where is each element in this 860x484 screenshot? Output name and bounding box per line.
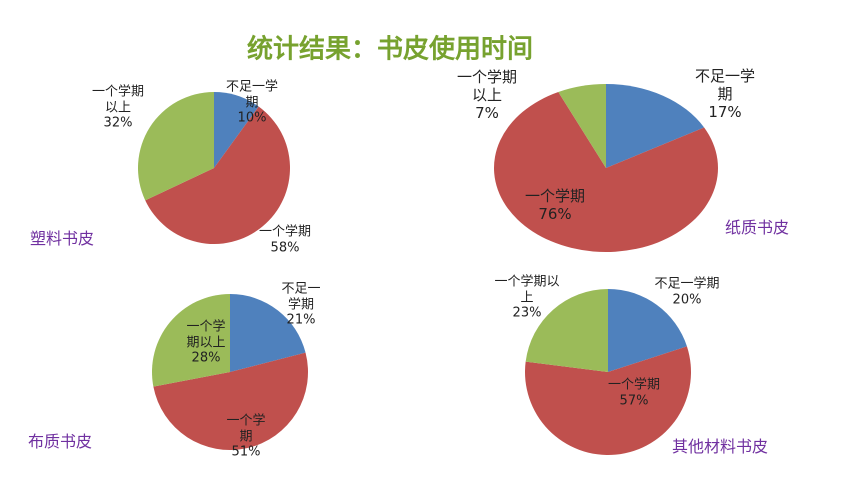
value-label: 28% [191, 350, 221, 366]
pie-slice [230, 294, 306, 372]
slice-label: 一个学期以上 23% [492, 275, 562, 322]
category-label: 一个学期以上 [186, 319, 226, 351]
chart-title: 布质书皮 [27, 432, 93, 451]
value-label: 10% [237, 110, 267, 126]
category-label: 一个学期 [258, 224, 311, 240]
pie-slice [145, 106, 290, 244]
slice-label: 不足一学期 21% [280, 282, 322, 329]
slice-label: 不足一学期 20% [637, 276, 737, 307]
value-label: 57% [619, 393, 649, 408]
pie-slice [152, 294, 230, 387]
slice-label: 一个学期以上 7% [454, 68, 520, 122]
category-label: 一个学期以上 [91, 84, 144, 116]
value-label: 32% [103, 115, 133, 131]
slice-label: 不足一学期 17% [692, 67, 758, 121]
chart-title: 塑料书皮 [29, 229, 95, 248]
pie-slice [606, 84, 705, 168]
slice-label: 不足一学期 10% [221, 80, 283, 127]
value-label: 21% [286, 312, 316, 328]
pie-slice [525, 346, 691, 455]
chart-title: 纸质书皮 [724, 218, 790, 237]
category-label: 一个学期以上 [494, 274, 560, 306]
pie-slice [608, 289, 687, 372]
pie-slice [525, 289, 608, 372]
category-label: 一个学期以上 [456, 68, 517, 104]
category-label: 不足一学期 [225, 79, 278, 111]
slice-label: 一个学期以上 28% [185, 320, 227, 367]
pie-slice [214, 92, 259, 168]
pie-slice [137, 92, 214, 201]
value-label: 58% [270, 240, 300, 255]
category-label: 不足一学期 [694, 67, 755, 103]
value-label: 23% [512, 305, 542, 321]
category-label: 一个学期 [524, 187, 585, 205]
slice-label: 一个学期以上 32% [88, 85, 148, 132]
category-label: 不足一学期 [654, 276, 720, 292]
category-label: 一个学期 [607, 377, 660, 393]
pie-slice [558, 84, 606, 168]
category-label: 一个学期 [226, 413, 266, 445]
slice-label: 一个学期 76% [505, 187, 605, 223]
value-label: 76% [538, 205, 572, 223]
slice-label: 一个学期 51% [225, 414, 267, 461]
category-label: 不足一学期 [281, 281, 321, 313]
slice-label: 一个学期 57% [599, 377, 669, 408]
pie-slice [153, 352, 308, 450]
pie-slice [494, 91, 718, 252]
value-label: 20% [672, 292, 702, 307]
slice-label: 一个学期 58% [250, 224, 320, 255]
chart-title: 其他材料书皮 [671, 437, 769, 456]
slide-title: 统计结果：书皮使用时间 [246, 34, 534, 65]
value-label: 17% [708, 103, 742, 121]
value-label: 7% [475, 104, 499, 122]
value-label: 51% [231, 444, 261, 460]
